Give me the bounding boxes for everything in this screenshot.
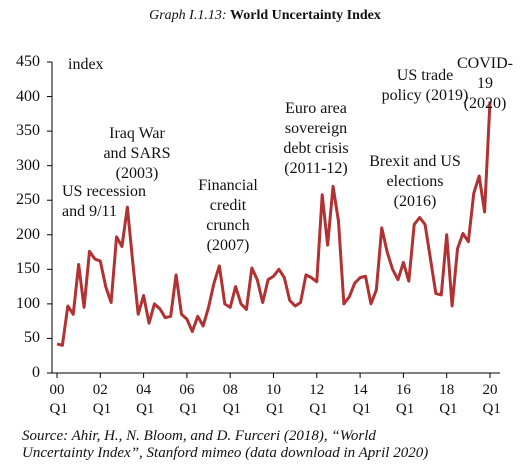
annotation: US trade policy (2019) bbox=[381, 67, 469, 104]
data-line bbox=[56, 101, 492, 347]
x-tick-label: 06 Q1 bbox=[179, 382, 198, 417]
y-axis-label: index bbox=[68, 56, 104, 73]
y-tick-label: 150 bbox=[16, 260, 40, 278]
x-tick-label: 14 Q1 bbox=[352, 382, 371, 417]
x-tick-label: 12 Q1 bbox=[309, 382, 328, 417]
annotation: Iraq War and SARS (2003) bbox=[103, 125, 171, 182]
source: Source: Ahir, H., N. Bloom, and D. Furce… bbox=[22, 428, 429, 461]
x-tick-label: 02 Q1 bbox=[92, 382, 112, 417]
chart-title: World Uncertainty Index bbox=[230, 8, 381, 23]
y-tick-label: 400 bbox=[16, 87, 40, 105]
y-tick-label: 200 bbox=[16, 225, 40, 243]
y-tick-label: 450 bbox=[16, 53, 40, 70]
x-tick-label: 00 Q1 bbox=[49, 382, 68, 417]
x-tick-label: 20 Q1 bbox=[482, 382, 501, 417]
chart-heading: Graph I.1.13: World Uncertainty Index bbox=[149, 6, 381, 26]
graph-label: Graph I.1.13: bbox=[149, 8, 227, 23]
annotation: COVID-19 (2020) bbox=[457, 55, 513, 112]
x-tick-label: 18 Q1 bbox=[439, 382, 458, 417]
x-tick-label: 16 Q1 bbox=[395, 382, 415, 417]
annotation: Financial credit crunch (2007) bbox=[198, 177, 258, 254]
annotation: Brexit and US elections (2016) bbox=[369, 153, 461, 210]
x-tick-label: 10 Q1 bbox=[266, 382, 285, 417]
y-tick-label: 300 bbox=[16, 156, 40, 174]
y-tick-label: 350 bbox=[16, 122, 40, 140]
y-tick-label: 0 bbox=[32, 364, 40, 381]
annotation: Euro area sovereign debt crisis (2011-12… bbox=[283, 100, 349, 177]
y-tick-label: 250 bbox=[16, 191, 40, 209]
x-tick-label: 04 Q1 bbox=[136, 382, 155, 417]
y-tick-label: 100 bbox=[16, 294, 40, 312]
annotation: US recession and 9/11 bbox=[62, 183, 146, 220]
y-tick-label: 50 bbox=[24, 329, 40, 347]
x-tick-label: 08 Q1 bbox=[222, 382, 242, 417]
